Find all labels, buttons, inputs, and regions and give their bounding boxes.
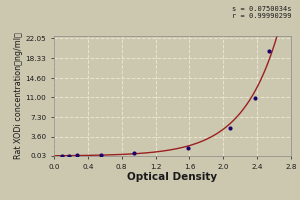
Point [228, 127, 232, 130]
Point [60, 154, 65, 157]
Point [67, 154, 72, 157]
Point [267, 50, 272, 53]
X-axis label: Optical Density: Optical Density [128, 172, 218, 182]
Point [253, 96, 258, 99]
Point [98, 153, 103, 156]
Text: s = 0.0750034s
r = 0.99990299: s = 0.0750034s r = 0.99990299 [232, 6, 291, 19]
Point [185, 146, 190, 149]
Y-axis label: Rat XODi concentration（ng/ml）: Rat XODi concentration（ng/ml） [14, 33, 23, 159]
Point [74, 154, 79, 157]
Point [132, 151, 137, 154]
